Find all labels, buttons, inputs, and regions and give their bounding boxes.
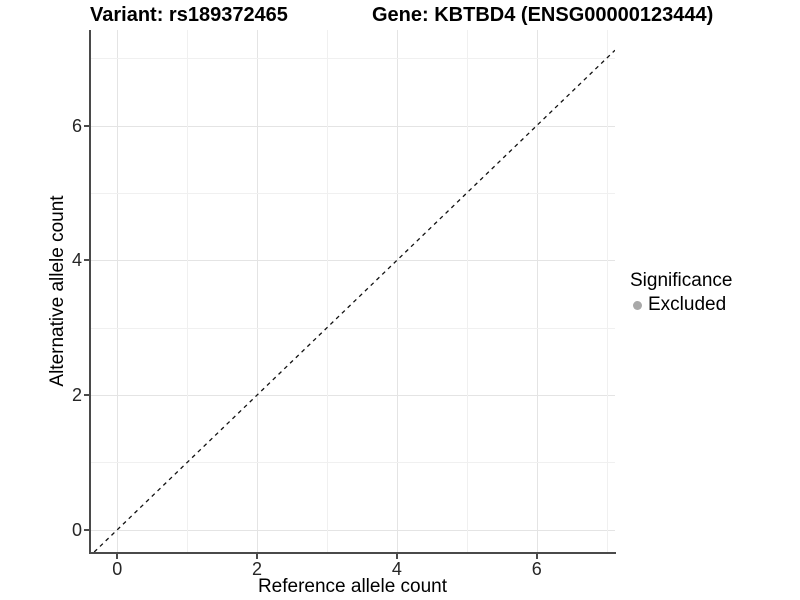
x-tick-label-4: 4 — [391, 559, 402, 579]
plot-panel — [90, 30, 615, 552]
minor-gridline-x-3 — [326, 30, 328, 552]
x-axis-line — [89, 552, 616, 554]
major-gridline-x-0 — [117, 30, 119, 552]
minor-gridline-x-1 — [187, 30, 189, 552]
legend-title: Significance — [630, 270, 733, 291]
major-gridline-y-2 — [90, 395, 615, 397]
x-tick-label-2: 2 — [252, 559, 263, 579]
y-tick-label-0: 0 — [71, 519, 82, 540]
major-gridline-y-4 — [90, 260, 615, 262]
y-tick-mark-4 — [84, 259, 89, 262]
y-tick-label-6: 6 — [71, 115, 82, 136]
identity-reference-line — [93, 49, 615, 552]
y-axis-line — [89, 30, 91, 554]
major-gridline-x-2 — [257, 30, 259, 552]
x-tick-label-6: 6 — [531, 559, 542, 579]
plot-title-variant: Variant: rs189372465 — [90, 4, 288, 26]
y-tick-label-2: 2 — [71, 385, 82, 406]
y-tick-mark-0 — [84, 528, 89, 531]
minor-gridline-y-7 — [90, 58, 615, 60]
minor-gridline-y-1 — [90, 462, 615, 464]
major-gridline-x-6 — [536, 30, 538, 552]
minor-gridline-x-7 — [606, 30, 608, 552]
major-gridline-x-4 — [396, 30, 398, 552]
legend-significance: Significance Excluded — [630, 270, 732, 316]
x-axis-title: Reference allele count — [257, 576, 448, 597]
y-axis-title: Alternative allele count — [47, 195, 68, 387]
y-tick-mark-2 — [84, 394, 89, 397]
x-tick-label-0: 0 — [112, 559, 123, 579]
legend-point-icon — [633, 300, 642, 310]
major-gridline-y-6 — [90, 125, 615, 127]
major-gridline-y-0 — [90, 529, 615, 531]
minor-gridline-y-5 — [90, 192, 615, 194]
legend-entry-excluded: Excluded — [630, 294, 732, 316]
x-tick-mark-0 — [116, 554, 119, 559]
x-tick-mark-6 — [535, 554, 538, 559]
legend-entry-label: Excluded — [648, 294, 727, 315]
plot-title-gene: Gene: KBTBD4 (ENSG00000123444) — [372, 4, 714, 26]
minor-gridline-x-5 — [466, 30, 468, 552]
minor-gridline-y-3 — [90, 327, 615, 329]
x-tick-mark-2 — [256, 554, 259, 559]
y-tick-label-4: 4 — [71, 250, 82, 271]
y-tick-mark-6 — [84, 124, 89, 127]
x-tick-mark-4 — [395, 554, 398, 559]
